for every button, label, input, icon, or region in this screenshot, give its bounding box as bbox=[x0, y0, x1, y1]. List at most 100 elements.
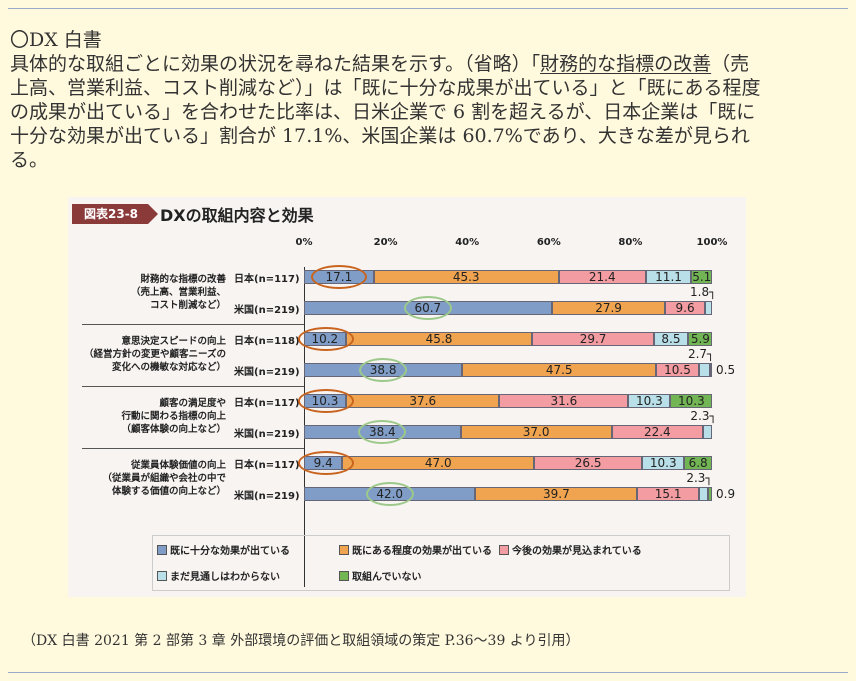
category-label: 財務的な指標の改善 （売上高、営業利益、コスト削減など） bbox=[131, 273, 226, 312]
row-label: 米国(n=219) bbox=[234, 305, 300, 316]
bar-segment bbox=[703, 425, 713, 439]
bar-segment: 22.4 bbox=[611, 425, 704, 439]
group-separator bbox=[82, 386, 304, 387]
bar-segment: 10.3 bbox=[670, 394, 713, 408]
category-line: 体験する価値の向上など） bbox=[111, 486, 226, 497]
category-label: 意思決定スピードの向上 （経営方針の変更や顧客ニーズの変化への機敏な対応など） bbox=[84, 335, 226, 374]
x-tick-label: 20% bbox=[373, 237, 398, 248]
line-1: 具体的な取組ごとに効果の状況を尋ねた結果を示す。（省略）「財務的な指標の改善（売 bbox=[10, 52, 761, 76]
bar-segment: 5.1 bbox=[691, 270, 712, 284]
data-label: 1.8┐ bbox=[690, 285, 717, 299]
bar-segment bbox=[708, 487, 712, 501]
legend-item: 取組んでいない bbox=[339, 568, 422, 583]
bar-segment: 45.8 bbox=[345, 332, 533, 346]
bar-segment: 10.3 bbox=[642, 456, 685, 470]
highlight-ellipse bbox=[403, 296, 452, 320]
category-line: 意思決定スピードの向上 bbox=[121, 336, 226, 347]
legend-label: 取組んでいない bbox=[352, 572, 422, 583]
description-text: 〇DX 白書 具体的な取組ごとに効果の状況を尋ねた結果を示す。（省略）「財務的な… bbox=[10, 28, 761, 172]
category-line: 行動に関わる指標の向上 bbox=[121, 411, 226, 422]
highlight-ellipse bbox=[365, 482, 414, 506]
bar-segment: 27.9 bbox=[551, 301, 666, 315]
data-label: 2.3┐ bbox=[686, 471, 713, 485]
category-line: （売上高、営業利益、 bbox=[130, 287, 226, 298]
data-label: 2.7┐ bbox=[687, 347, 715, 361]
data-label: 0.9 bbox=[716, 487, 736, 501]
category-line: （経営方針の変更や顧客ニーズの bbox=[83, 349, 226, 360]
legend-swatch bbox=[157, 545, 167, 555]
heading: 〇DX 白書 bbox=[10, 29, 102, 51]
category-line: 変化への機敏な対応など） bbox=[111, 362, 226, 373]
legend: 既に十分な効果が出ている 既にある程度の効果が出ている 今後の効果が見込まれているま… bbox=[152, 535, 730, 591]
x-tick-label: 40% bbox=[455, 237, 480, 248]
legend-item: 今後の効果が見込まれている bbox=[499, 542, 642, 557]
bar-segment: 10.3 bbox=[628, 394, 671, 408]
data-label: 0.5 bbox=[716, 363, 736, 377]
row-label: 米国(n=219) bbox=[234, 429, 300, 440]
group-separator bbox=[82, 448, 304, 449]
legend-swatch bbox=[157, 571, 167, 581]
data-label: 2.3┐ bbox=[690, 409, 717, 423]
legend-item: 既にある程度の効果が出ている bbox=[339, 542, 492, 557]
underlined-term: 財務的な指標の改善 bbox=[540, 53, 712, 75]
bar-segment: 10.5 bbox=[656, 363, 699, 377]
bar-segment: 45.3 bbox=[373, 270, 559, 284]
bar-segment: 31.6 bbox=[499, 394, 629, 408]
legend-label: 既に十分な効果が出ている bbox=[170, 546, 290, 557]
x-tick-label: 60% bbox=[536, 237, 561, 248]
row-label: 日本(n=118) bbox=[234, 336, 300, 347]
row-label: 米国(n=219) bbox=[234, 367, 300, 378]
bar-segment bbox=[698, 363, 710, 377]
chart-title: DXの取組内容と効果 bbox=[160, 206, 314, 225]
category-line: 顧客の満足度や bbox=[159, 398, 226, 409]
bar-segment: 11.1 bbox=[645, 270, 692, 284]
bar-segment: 37.6 bbox=[346, 394, 500, 408]
legend-swatch bbox=[339, 545, 349, 555]
x-tick-label: 80% bbox=[618, 237, 643, 248]
figure-badge: 図表23-8 bbox=[72, 204, 158, 224]
category-label: 顧客の満足度や 行動に関わる指標の向上 （顧客体験の向上など） bbox=[121, 397, 226, 436]
row-label: 日本(n=117) bbox=[234, 398, 300, 409]
x-tick-label: 100% bbox=[696, 237, 728, 248]
bar-segment: 29.7 bbox=[532, 332, 654, 346]
highlight-ellipse bbox=[298, 389, 354, 413]
category-line: （従業員が組織や会社の中で bbox=[102, 473, 226, 484]
line-2: 上高、営業利益、コスト削減など）」は「既に十分な成果が出ている」と「既にある程度 bbox=[10, 77, 761, 99]
category-line: 財務的な指標の改善 bbox=[140, 274, 226, 285]
bottom-rule bbox=[8, 672, 848, 673]
row-label: 日本(n=117) bbox=[234, 460, 300, 471]
dx-effect-chart: 図表23-8 DXの取組内容と効果 既に十分な効果が出ている 既にある程度の効果が… bbox=[68, 197, 746, 597]
legend-swatch bbox=[339, 571, 349, 581]
highlight-ellipse bbox=[310, 265, 367, 289]
line-4: 十分な効果が出ている」割合が 17.1%、米国企業は 60.7%であり、大きな差… bbox=[10, 125, 750, 147]
bar-segment: 39.7 bbox=[475, 487, 638, 501]
category-line: コスト削減など） bbox=[149, 300, 226, 311]
x-tick-label: 0% bbox=[295, 237, 313, 248]
legend-label: まだ見通しはわからない bbox=[170, 572, 280, 583]
bar-segment bbox=[698, 487, 709, 501]
highlight-ellipse bbox=[298, 327, 354, 351]
legend-item: 既に十分な効果が出ている bbox=[157, 542, 290, 557]
bar-segment bbox=[704, 301, 712, 315]
bar-segment: 5.9 bbox=[688, 332, 713, 346]
bar-segment: 26.5 bbox=[534, 456, 643, 470]
bar-segment: 47.5 bbox=[462, 363, 657, 377]
bar-segment bbox=[709, 363, 712, 377]
bar-segment: 9.6 bbox=[665, 301, 705, 315]
line-1a: 具体的な取組ごとに効果の状況を尋ねた結果を示す。（省略）「 bbox=[10, 53, 541, 75]
line-5: る。 bbox=[10, 149, 49, 171]
legend-item: まだ見通しはわからない bbox=[157, 568, 280, 583]
line-1b: （売 bbox=[711, 53, 750, 75]
bar-segment: 8.5 bbox=[653, 332, 689, 346]
bar-segment: 37.0 bbox=[460, 425, 612, 439]
bar-segment: 15.1 bbox=[637, 487, 699, 501]
highlight-ellipse bbox=[298, 451, 354, 475]
highlight-ellipse bbox=[358, 420, 407, 444]
citation: （DX 白書 2021 第 2 部第 3 章 外部環境の評価と取組領域の策定 P… bbox=[22, 633, 580, 649]
bar-segment: 6.8 bbox=[684, 456, 712, 470]
row-label: 米国(n=219) bbox=[234, 491, 300, 502]
line-3: の成果が出ている」を合わせた比率は、日米企業で 6 割を超えるが、日本企業は「既… bbox=[10, 101, 756, 123]
highlight-ellipse bbox=[359, 358, 408, 382]
bar-segment: 47.0 bbox=[342, 456, 535, 470]
top-rule bbox=[8, 8, 848, 9]
